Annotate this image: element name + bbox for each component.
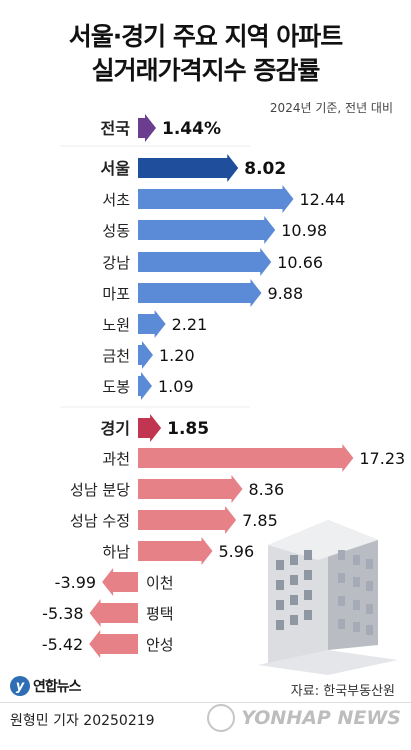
category-label: 성남 수정: [70, 512, 130, 530]
category-label: 평택: [146, 605, 174, 623]
category-label: 강남: [102, 254, 130, 272]
category-label: 마포: [102, 285, 130, 303]
bar-row: 평택 -5.38: [42, 599, 174, 627]
value-label: 1.85: [167, 419, 209, 439]
value-label: 17.23: [359, 449, 405, 468]
value-label: -5.38: [42, 604, 83, 623]
bar-arrow: [138, 248, 272, 276]
logo-mark-icon: y: [10, 676, 30, 696]
source-note: 자료: 한국부동산원: [290, 684, 395, 699]
value-label: 1.44%: [162, 119, 221, 139]
value-label: 7.85: [242, 511, 278, 530]
bar-row: 하남 5.96: [102, 537, 254, 565]
bar-row: 경기 1.85: [101, 414, 209, 442]
bar-arrow: [138, 279, 262, 307]
bar-arrow: [138, 216, 276, 244]
basis-note: 2024년 기준, 전년 대비: [269, 101, 393, 115]
yonhap-logo: y 연합뉴스: [10, 676, 82, 696]
bar-row: 이천 -3.99: [55, 568, 174, 596]
footer-bar: [0, 702, 411, 750]
bar-row: 마포 9.88: [102, 279, 303, 307]
category-label: 경기: [101, 419, 130, 438]
category-label: 서초: [102, 191, 130, 209]
bar-arrow: [138, 154, 239, 182]
bar-row: 전국 1.44%: [101, 114, 221, 142]
chart-title: 서울·경기 주요 지역 아파트 실거래가격지수 증감률: [0, 20, 411, 88]
watermark-emblem-icon: [207, 704, 236, 732]
value-label: 5.96: [219, 542, 255, 561]
bar-row: 성남 수정 7.85: [70, 506, 278, 534]
logo-text: 연합뉴스: [33, 679, 82, 695]
bar-arrow: [138, 444, 354, 472]
bar-row: 도봉 1.09: [102, 372, 194, 400]
building-illustration: [258, 520, 398, 675]
title-line-1: 서울·경기 주요 지역 아파트: [68, 22, 344, 51]
bar-arrow: [138, 537, 213, 565]
bar-arrow: [102, 568, 138, 596]
value-label: 9.88: [268, 284, 304, 303]
category-label: 서울: [101, 159, 131, 178]
bar-row: 성동 10.98: [102, 216, 327, 244]
bar-row: 강남 10.66: [102, 248, 323, 276]
bar-arrow: [138, 372, 152, 400]
category-label: 이천: [146, 574, 174, 592]
bar-arrow: [138, 414, 162, 442]
bar-row: 과천 17.23: [102, 444, 405, 472]
bar-row: 금천 1.20: [102, 341, 195, 369]
bar-arrow: [138, 506, 237, 534]
bar-row: 서울 8.02: [101, 154, 286, 182]
category-label: 성남 분당: [70, 481, 130, 499]
watermark-text: YONHAP NEWS: [241, 707, 401, 729]
bar-row: 서초 12.44: [102, 185, 345, 213]
category-label: 안성: [146, 636, 174, 654]
bar-row: 노원 2.21: [102, 310, 207, 338]
value-label: -5.42: [42, 635, 83, 654]
category-label: 노원: [102, 316, 130, 334]
value-label: 10.98: [281, 221, 327, 240]
bar-arrow: [138, 475, 243, 503]
value-label: 1.20: [159, 346, 195, 365]
bar-arrow: [89, 599, 138, 627]
value-label: 2.21: [172, 315, 208, 334]
bar-row: 안성 -5.42: [42, 630, 174, 658]
value-label: 8.36: [249, 480, 285, 499]
category-label: 전국: [101, 119, 131, 138]
bar-arrow: [138, 114, 156, 142]
category-label: 도봉: [102, 378, 130, 396]
value-label: 1.09: [158, 377, 194, 396]
value-label: -3.99: [55, 573, 96, 592]
category-label: 금천: [102, 347, 130, 365]
bar-arrow: [138, 185, 294, 213]
value-label: 8.02: [244, 159, 286, 179]
watermark: YONHAP NEWS: [207, 704, 401, 732]
bar-arrow: [138, 310, 166, 338]
reporter-credit: 원형민 기자 20250219: [10, 713, 155, 729]
title-line-2: 실거래가격지수 증감률: [91, 56, 321, 85]
bar-chart: 전국 1.44% 서울 8.02 서초 12.44 성동 10.98 강남 10.66 마포 9.88…: [42, 114, 405, 658]
category-label: 과천: [102, 450, 130, 468]
category-label: 성동: [102, 222, 130, 240]
category-label: 하남: [102, 543, 130, 561]
value-label: 12.44: [300, 190, 346, 209]
value-label: 10.66: [277, 253, 323, 272]
bar-arrow: [138, 341, 153, 369]
bar-arrow: [89, 630, 138, 658]
bar-row: 성남 분당 8.36: [70, 475, 284, 503]
